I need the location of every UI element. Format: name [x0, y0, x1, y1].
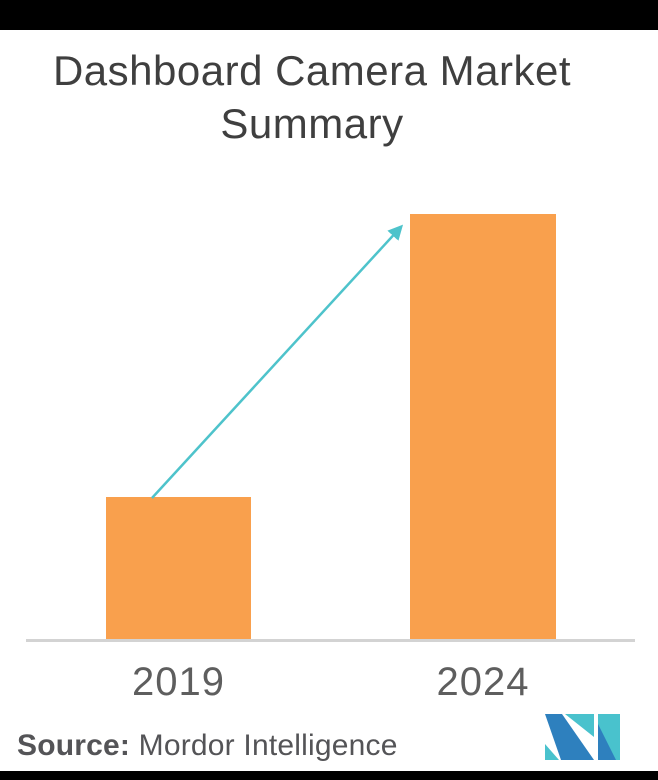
logo-m-blue-stroke: [545, 714, 594, 760]
growth-arrow-line: [151, 224, 404, 499]
x-tick-label-2019: 2019: [132, 660, 225, 704]
source-label: Source:: [17, 729, 131, 762]
logo-i-blue-triangle: [598, 724, 616, 760]
top-letterbox-bar: [0, 0, 658, 30]
logo-m-teal-bottom-left: [545, 744, 559, 760]
bottom-letterbox-bar: [0, 771, 658, 780]
source-text: Mordor Intelligence: [130, 729, 398, 762]
bar-2019: [106, 497, 251, 639]
chart-title: Dashboard Camera Market Summary: [52, 47, 572, 147]
mordor-intelligence-logo: [545, 714, 620, 760]
bar-2024: [410, 214, 556, 639]
x-tick-label-2024: 2024: [436, 660, 530, 704]
logo-m-teal-top-right: [565, 714, 594, 737]
x-axis-line: [26, 639, 635, 642]
source-attribution: Source: Mordor Intelligence: [17, 730, 398, 762]
